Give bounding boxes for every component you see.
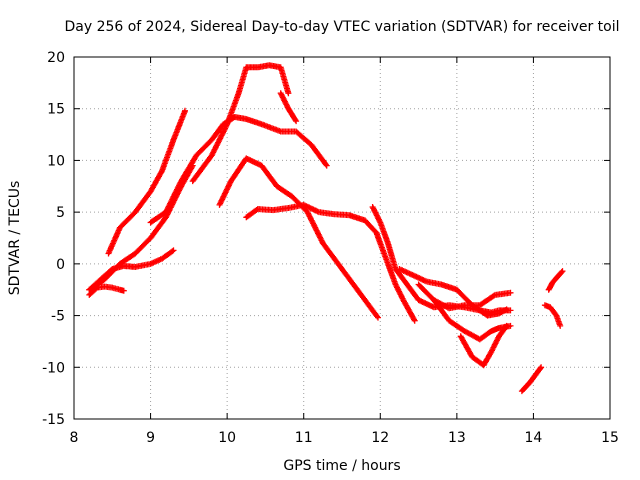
series-arc-17 [545,268,566,293]
x-tick-label: 15 [601,430,619,446]
y-tick-label: 20 [47,50,65,66]
data-point-markers [147,114,330,226]
data-point-markers [105,107,188,257]
series-arc-4 [105,107,188,257]
series-arc-2 [86,283,127,298]
x-tick-label: 10 [218,430,236,446]
data-point-markers [545,268,566,293]
data-point-markers [243,201,418,324]
series-arc-7 [277,90,300,125]
data-marks [86,62,566,395]
series-arc-5 [147,114,330,226]
x-tick-label: 12 [371,430,389,446]
plot-frame [73,56,611,420]
x-tick-label: 11 [295,430,313,446]
data-point-markers [541,302,564,329]
y-axis-label: SDTVAR / TECUs [7,181,23,296]
y-tick-label: 10 [47,153,65,169]
x-tick-label: 8 [70,430,79,446]
x-tick-label: 14 [525,430,543,446]
data-point-markers [430,297,514,343]
data-point-markers [518,364,545,395]
y-tick-labels: -15 -10 -5 0 5 10 15 20 [42,50,65,428]
data-point-markers [457,322,510,369]
data-point-markers [189,62,292,185]
series-arc-15 [518,364,545,395]
y-tick-label: -15 [42,412,65,428]
data-point-markers [86,283,127,298]
y-tick-label: 15 [47,102,65,118]
x-tick-labels: 8 9 10 11 12 13 14 15 [70,430,619,446]
y-tick-label: 5 [56,205,65,221]
chart-title: Day 256 of 2024, Sidereal Day-to-day VTE… [64,19,619,35]
series-arc-8 [216,155,381,321]
grid [74,57,610,419]
data-point-markers [216,155,381,321]
x-tick-label: 13 [448,430,466,446]
y-tick-label: -5 [51,309,65,325]
series-arc-14 [457,322,510,369]
series-arc-9 [243,201,418,324]
y-tick-label: 0 [56,257,65,273]
x-tick-label: 9 [146,430,155,446]
data-point-markers [277,90,300,125]
y-tick-label: -10 [42,360,65,376]
x-axis-label: GPS time / hours [283,458,400,474]
series-arc-6 [189,62,292,185]
series-arc-13 [430,297,514,343]
series-arc-16 [541,302,564,329]
axis-ticks [73,56,611,420]
